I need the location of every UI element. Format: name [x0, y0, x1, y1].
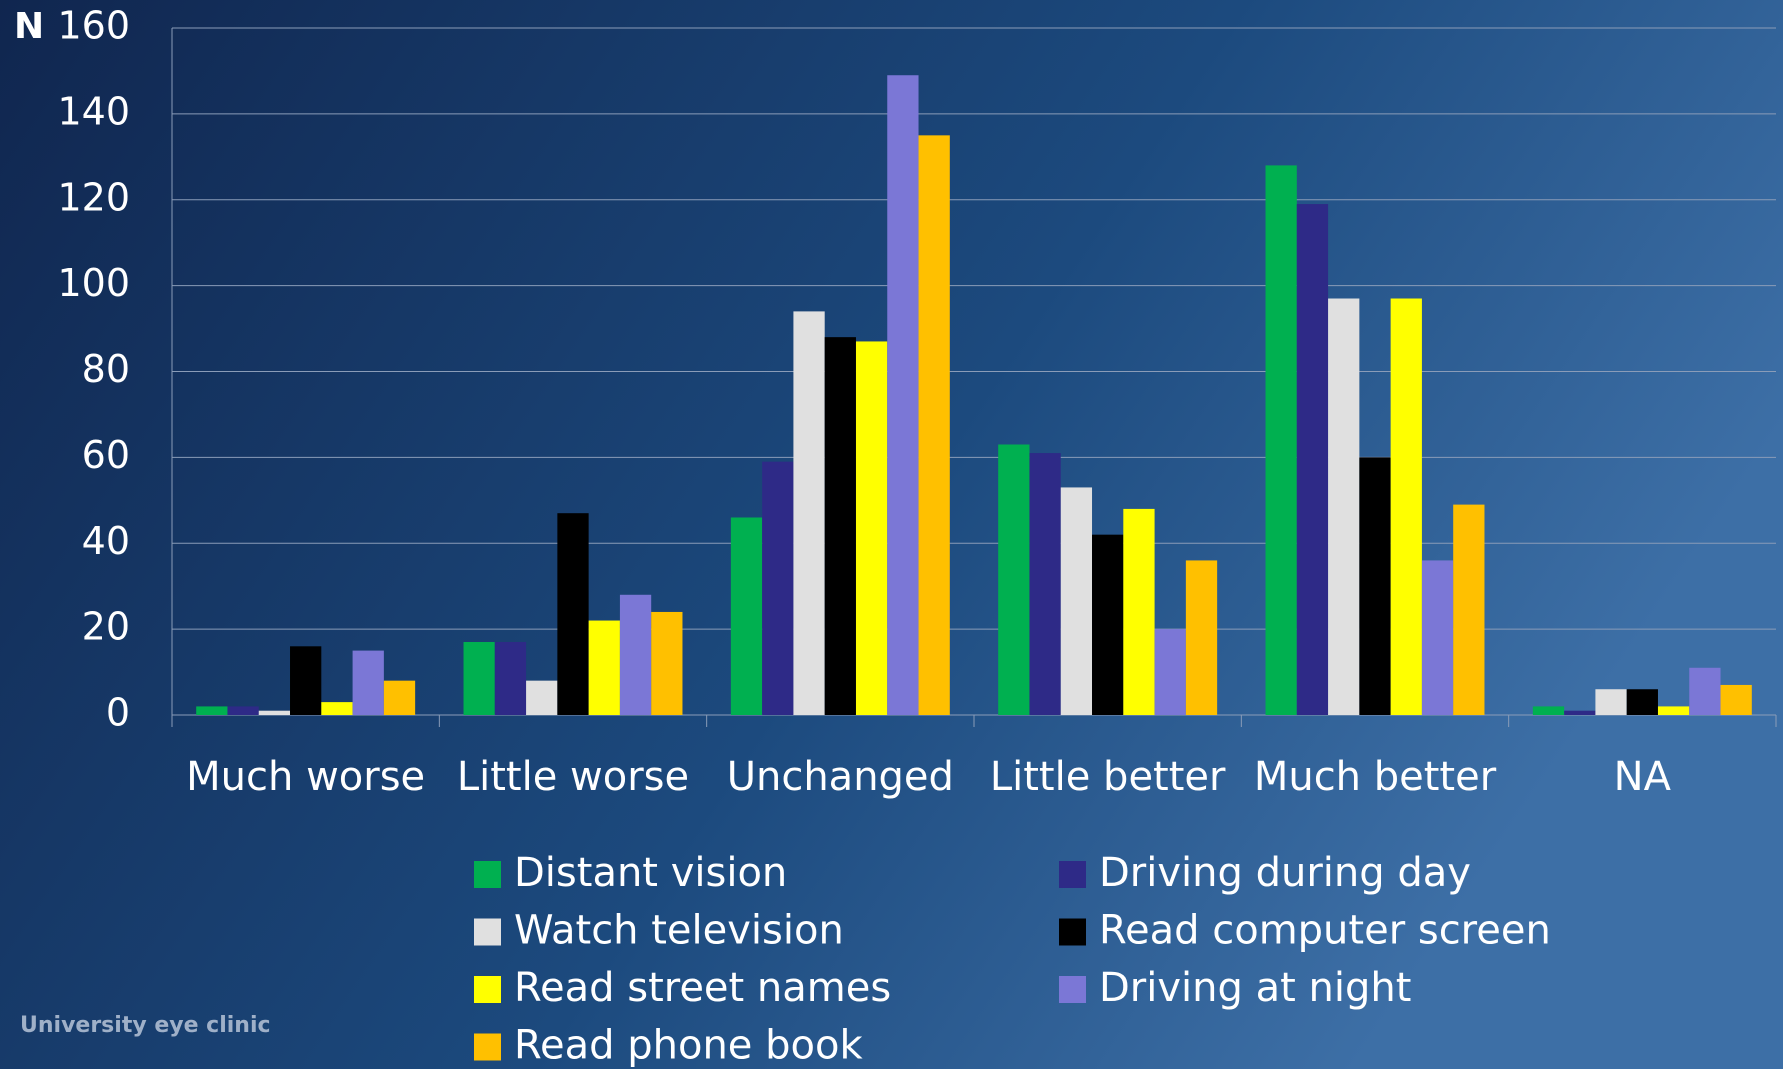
legend-swatch: [474, 918, 501, 946]
bar: [1720, 684, 1752, 715]
bar: [1265, 165, 1297, 715]
bar: [526, 680, 558, 715]
legend-swatch: [1059, 861, 1086, 888]
legend-swatch: [1059, 918, 1086, 946]
y-tick-label: 0: [106, 691, 130, 735]
bar: [258, 710, 291, 715]
bar: [1328, 298, 1360, 715]
bar: [494, 642, 527, 715]
bar: [824, 337, 856, 715]
bar: [1595, 689, 1627, 715]
legend-swatch: [474, 976, 501, 1003]
y-tick-label: 20: [82, 605, 130, 649]
bar: [1185, 560, 1218, 715]
bar: [290, 646, 322, 715]
footnote: University eye clinic: [20, 1013, 271, 1038]
bar: [1390, 298, 1422, 715]
legend-swatch: [474, 1033, 501, 1061]
bar: [1296, 204, 1329, 715]
legend-label: Read computer screen: [1099, 908, 1551, 954]
bar: [793, 311, 825, 715]
x-tick-label: Little worse: [457, 754, 689, 800]
bar: [1626, 689, 1658, 715]
legend-swatch: [1059, 976, 1086, 1003]
bar: [463, 642, 495, 715]
bar: [651, 611, 683, 715]
x-tick-label: Much better: [1254, 754, 1497, 800]
bar: [855, 341, 888, 715]
bar: [383, 680, 416, 715]
bar: [1060, 487, 1093, 715]
bar: [730, 517, 763, 715]
y-tick-label: 100: [57, 261, 130, 305]
bar: [762, 461, 794, 715]
x-tick-label: Unchanged: [727, 754, 954, 800]
bar: [1564, 710, 1596, 715]
y-tick-label: 40: [82, 519, 130, 563]
legend-swatch: [474, 861, 501, 888]
bar: [1029, 453, 1061, 715]
bar: [321, 702, 353, 715]
x-tick-label: Little better: [990, 754, 1226, 800]
legend-label: Driving at night: [1099, 965, 1411, 1011]
y-tick-label: 80: [82, 347, 130, 391]
bar: [557, 513, 589, 715]
bar: [1123, 508, 1155, 715]
y-tick-label: 60: [82, 433, 130, 477]
legend-label: Read street names: [514, 965, 891, 1011]
legend-label: Driving during day: [1099, 850, 1471, 896]
bar: [918, 135, 950, 715]
x-tick-label: Much worse: [186, 754, 425, 800]
y-axis-label: N: [14, 6, 44, 47]
legend-label: Read phone book: [514, 1023, 863, 1069]
bar: [227, 706, 259, 715]
bar: [196, 706, 228, 715]
bar: [619, 594, 652, 715]
legend-label: Watch television: [514, 908, 844, 954]
bar: [1359, 457, 1391, 715]
y-tick-label: 140: [57, 89, 130, 133]
x-tick-label: NA: [1614, 754, 1672, 800]
legend-label: Distant vision: [514, 850, 787, 896]
bar: [1453, 504, 1485, 715]
bar: [1657, 706, 1690, 715]
bar: [887, 75, 919, 715]
bar: [1092, 534, 1124, 715]
bar: [1421, 560, 1454, 715]
bar: [998, 444, 1030, 715]
bar: [1154, 629, 1186, 715]
bar: [352, 650, 384, 715]
y-tick-label: 120: [57, 175, 130, 219]
bar: [1689, 667, 1721, 715]
y-tick-label: 160: [57, 4, 130, 48]
bar: [1532, 706, 1565, 715]
bar: [588, 620, 620, 715]
